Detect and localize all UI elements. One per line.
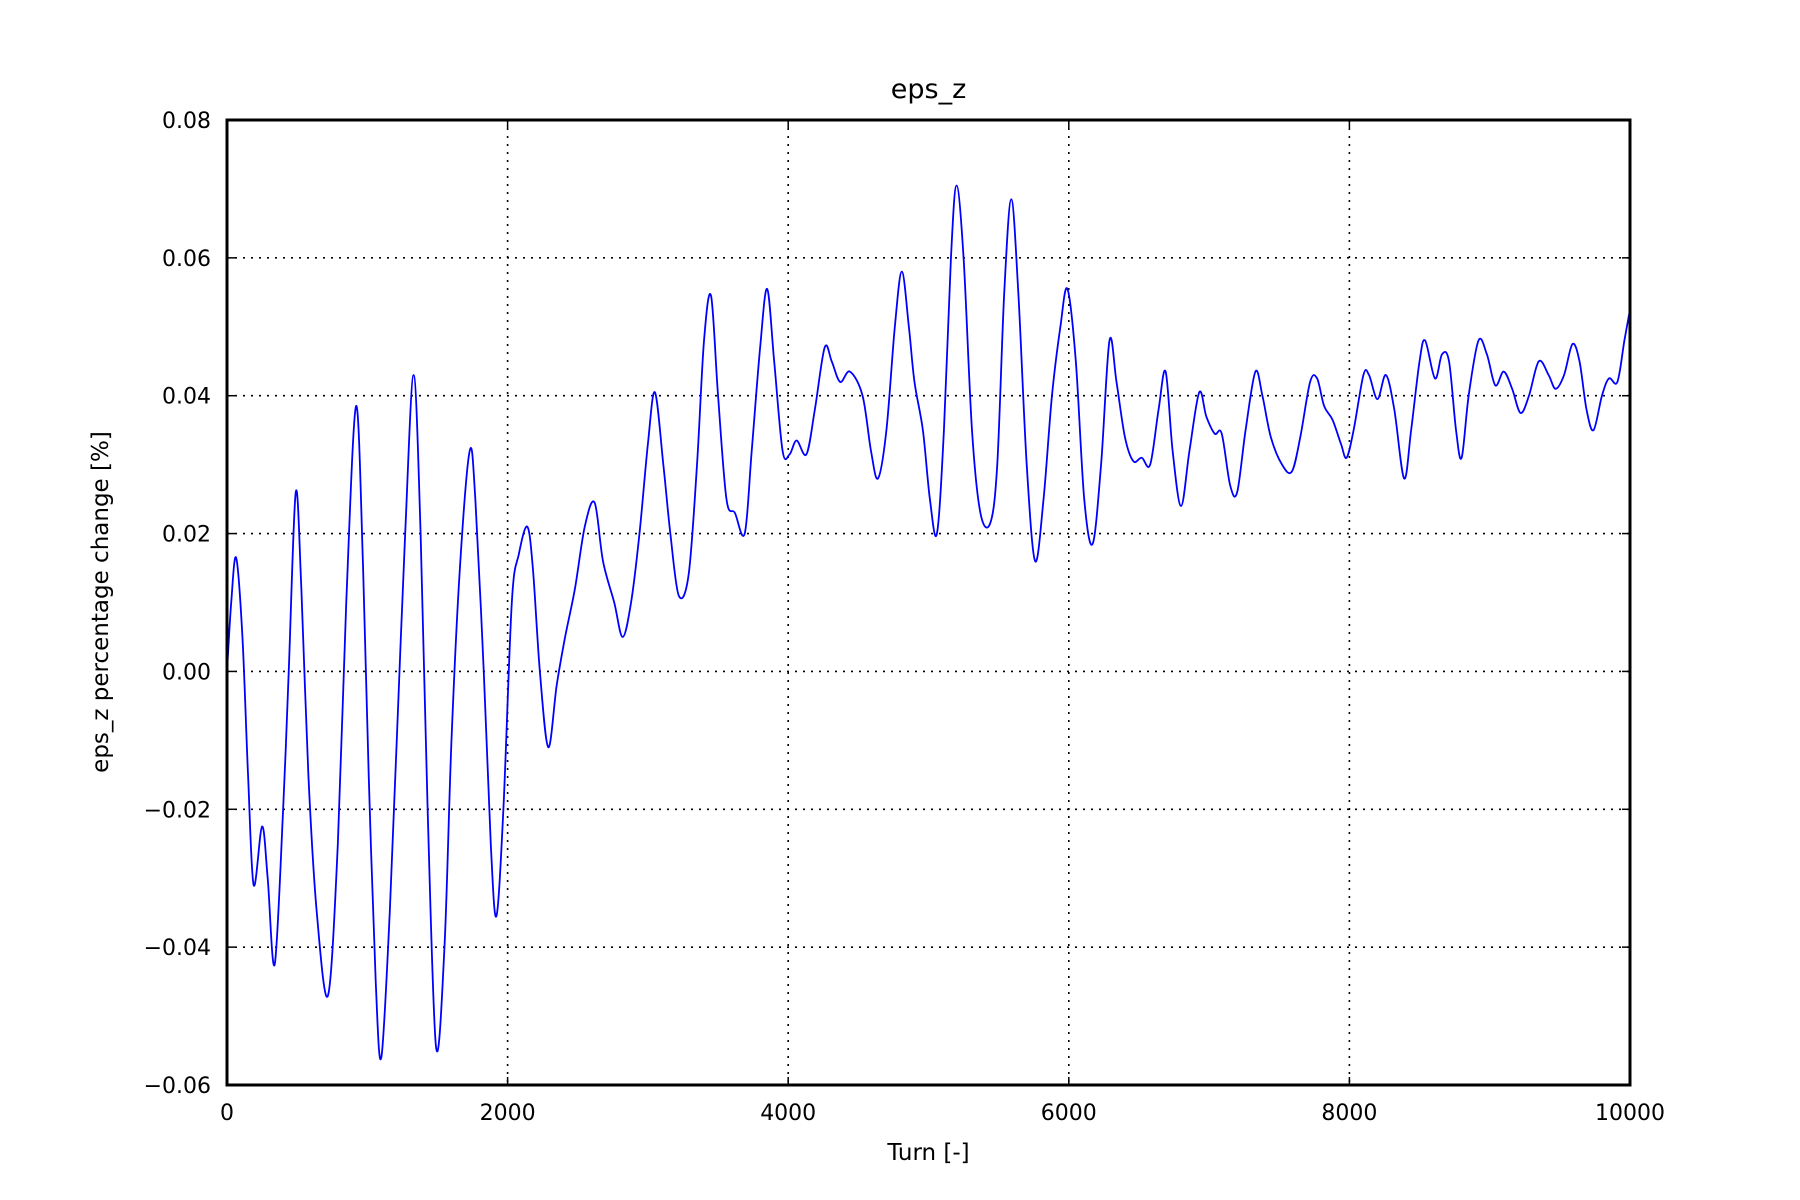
y-tick-label: 0.06 [162,247,211,272]
grid-lines [227,120,1630,1085]
x-tick-label: 6000 [1041,1101,1097,1126]
data-line-layer [226,184,1631,1061]
chart-title: eps_z [891,74,967,105]
y-tick-label: 0.00 [162,660,211,685]
x-tick-label: 8000 [1321,1101,1377,1126]
x-tick-label: 4000 [760,1101,816,1126]
x-tick-label: 0 [220,1101,234,1126]
x-axis-label: Turn [-] [886,1140,969,1166]
y-tick-label: −0.04 [144,936,211,961]
tick-labels: 0 2000 4000 6000 8000 10000 −0.06 −0.04 −0.02 0.0… [144,109,1665,1126]
x-tick-label: 10000 [1595,1101,1665,1126]
y-axis-label: eps_z percentage change [%] [88,431,114,773]
y-tick-label: 0.02 [162,523,211,548]
plot-frame [225,118,1632,1087]
x-tick-label: 2000 [480,1101,536,1126]
y-tick-label: −0.06 [144,1074,211,1099]
y-tick-label: 0.04 [162,385,211,410]
y-tick-label: 0.08 [162,109,211,134]
y-tick-label: −0.02 [144,798,211,823]
eps-z-series-line [226,184,1631,1061]
